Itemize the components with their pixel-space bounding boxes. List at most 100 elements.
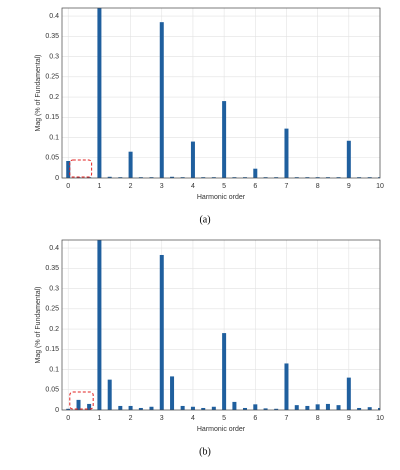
y-axis-label: Mag (% of Fundamental)	[35, 286, 42, 363]
bar	[201, 177, 206, 178]
bar	[118, 177, 123, 178]
axes-frame	[61, 7, 381, 179]
x-tick-label: 0	[66, 415, 70, 422]
bar	[211, 406, 216, 410]
x-tick-label: 6	[253, 415, 257, 422]
caption: (b)	[199, 446, 211, 457]
bar	[222, 101, 227, 178]
x-axis-label: Harmonic order	[197, 426, 246, 433]
bar	[138, 407, 143, 410]
x-axis-label: Harmonic order	[197, 194, 246, 201]
bar	[66, 161, 71, 178]
bar	[118, 405, 123, 410]
bar	[325, 403, 330, 410]
y-tick-label: 0.05	[45, 387, 59, 394]
bar	[211, 177, 216, 178]
bar	[367, 407, 372, 410]
bar	[294, 405, 299, 410]
y-tick-label: 0	[55, 407, 59, 414]
bar	[284, 363, 289, 410]
x-tick-label: 7	[285, 415, 289, 422]
x-tick-label: 4	[191, 183, 195, 190]
bar	[305, 405, 310, 410]
plot-area	[62, 8, 380, 178]
bar	[294, 177, 299, 178]
bar	[253, 168, 258, 178]
bar	[357, 407, 362, 410]
y-tick-label: 0.05	[45, 155, 59, 162]
bar	[222, 333, 227, 410]
bar	[180, 405, 185, 410]
bar	[201, 407, 206, 410]
x-tick-label: 5	[222, 415, 226, 422]
y-tick-label: 0.3	[49, 285, 59, 292]
y-tick-label: 0.1	[49, 366, 59, 373]
bar	[87, 403, 92, 410]
x-tick-label: 10	[376, 415, 384, 422]
bar	[232, 401, 237, 410]
subplot: 0 0.05 0.1 0.15 0.2 0.25 0.3 0.35 0.4 0 1 2 3 4 5 6 7 8 9 1…	[35, 239, 384, 457]
y-tick-label: 0.1	[49, 134, 59, 141]
bar	[180, 177, 185, 178]
y-tick-label: 0.4	[49, 13, 59, 20]
x-tick-label: 7	[285, 183, 289, 190]
bar	[357, 177, 362, 178]
bar	[149, 406, 154, 410]
y-tick-label: 0.4	[49, 245, 59, 252]
bar	[76, 399, 81, 410]
bar	[66, 408, 71, 410]
x-tick-label: 3	[160, 183, 164, 190]
axes-frame	[61, 239, 381, 411]
x-tick-label: 9	[347, 415, 351, 422]
x-tick-label: 6	[253, 183, 257, 190]
bar	[190, 141, 195, 178]
bar	[190, 406, 195, 410]
bar	[253, 404, 258, 410]
highlight-box	[69, 391, 94, 410]
bar	[232, 177, 237, 178]
bar	[107, 176, 112, 178]
subplot: 0 0.05 0.1 0.15 0.2 0.25 0.3 0.35 0.4 0 1 2 3 4 5 6 7 8 9 1…	[35, 7, 384, 225]
bar	[263, 177, 268, 178]
x-tick-label: 2	[129, 183, 133, 190]
bar	[87, 177, 92, 178]
bars	[66, 240, 380, 410]
bar	[138, 177, 143, 178]
y-tick-label: 0.2	[49, 94, 59, 101]
bar	[305, 177, 310, 178]
bar	[128, 151, 133, 178]
highlight-box	[69, 159, 93, 178]
bar	[346, 140, 351, 178]
bar	[170, 176, 175, 178]
bar	[336, 177, 341, 178]
bar	[263, 408, 268, 410]
x-tick-label: 1	[97, 183, 101, 190]
bar	[325, 177, 330, 178]
bar	[284, 128, 289, 178]
bar	[149, 177, 154, 178]
bar	[97, 240, 102, 410]
y-tick-label: 0.15	[45, 346, 59, 353]
bars	[66, 8, 380, 178]
bar	[76, 177, 81, 178]
x-tick-label: 0	[66, 183, 70, 190]
x-tick-label: 3	[160, 415, 164, 422]
x-tick-label: 9	[347, 183, 351, 190]
bar	[367, 177, 372, 178]
bar	[378, 407, 380, 410]
y-tick-label: 0	[55, 175, 59, 182]
y-tick-label: 0.35	[45, 265, 59, 272]
bar	[243, 177, 248, 178]
x-tick-label: 5	[222, 183, 226, 190]
x-tick-label: 2	[129, 415, 133, 422]
bar	[378, 177, 380, 178]
bar	[159, 254, 164, 410]
bar	[97, 8, 102, 178]
x-tick-label: 10	[376, 183, 384, 190]
bar	[346, 377, 351, 410]
caption: (a)	[199, 214, 210, 225]
y-tick-label: 0.2	[49, 326, 59, 333]
y-tick-label: 0.25	[45, 74, 59, 81]
